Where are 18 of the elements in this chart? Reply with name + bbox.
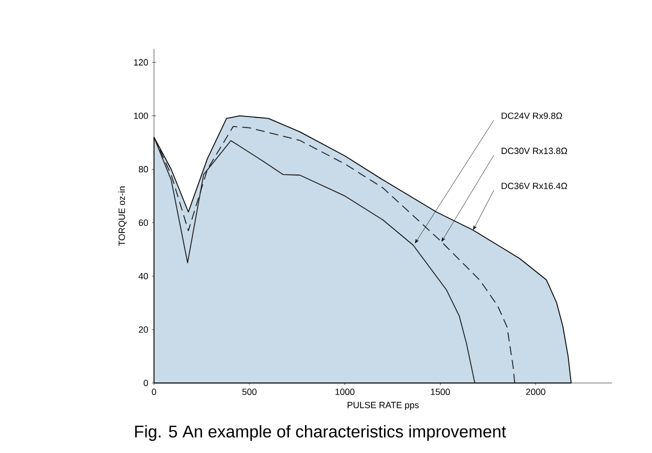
x-tick-label: 1500 xyxy=(430,388,450,395)
x-tick-label: 1000 xyxy=(336,388,354,395)
y-tick-label: 80 xyxy=(138,166,148,172)
y-axis-title: TORQUE oz-in xyxy=(118,186,127,246)
x-tick-label: 0 xyxy=(152,388,156,395)
y-tick-label: 60 xyxy=(138,220,148,226)
y-tick-label: 120 xyxy=(134,59,148,66)
y-tick-label: 20 xyxy=(138,326,148,333)
text: Fig. 5 An example of characteristics improvement xyxy=(135,425,506,441)
annotation: DC24V Rx9.8Ω xyxy=(502,112,562,119)
y-tick-label: 40 xyxy=(138,272,148,280)
annotation: DC36V Rx16.4Ω xyxy=(502,182,568,190)
x-tick-label: 500 xyxy=(242,388,257,395)
x-axis-title: PULSE RATE pps xyxy=(348,402,419,410)
y-tick-label: 0 xyxy=(144,380,148,386)
annotation: DC30V Rx13.8Ω xyxy=(502,148,568,154)
x-tick-label: 2000 xyxy=(526,388,546,395)
y-tick-label: 100 xyxy=(134,112,148,119)
